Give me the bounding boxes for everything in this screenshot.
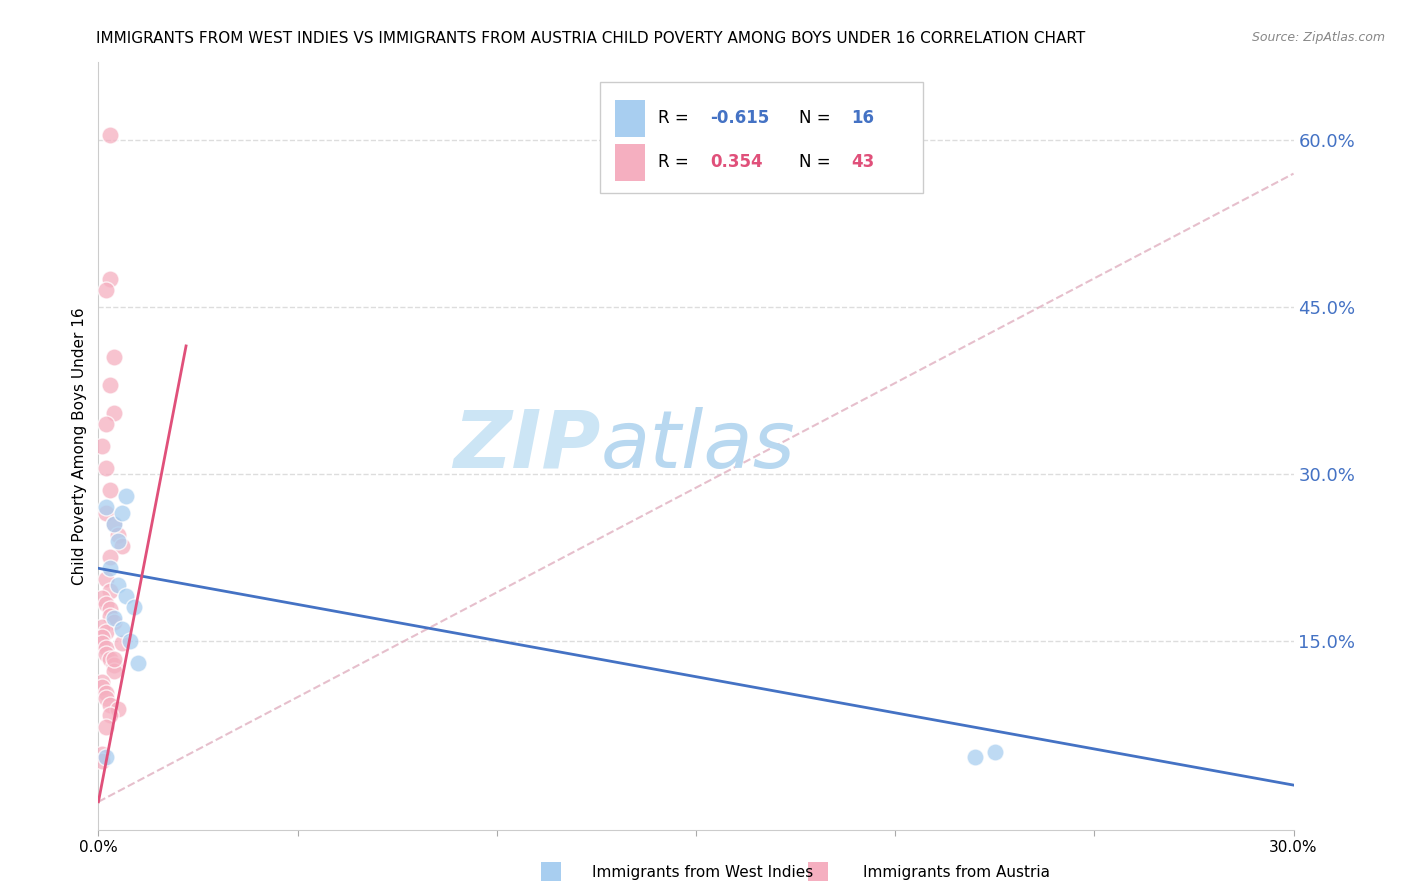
Point [103, 664, 125, 678]
Point [96, 720, 118, 734]
Point [115, 589, 138, 603]
Point [96, 506, 118, 520]
Text: 43: 43 [852, 153, 875, 171]
Point [111, 506, 134, 520]
Point [115, 489, 138, 503]
Point [103, 652, 125, 666]
Point [96, 750, 118, 764]
Point [98, 128, 122, 142]
Point [91, 439, 114, 453]
Point [111, 623, 134, 637]
Point [103, 516, 125, 531]
FancyBboxPatch shape [614, 144, 644, 180]
Point [111, 636, 134, 650]
Point [98, 550, 122, 565]
Point [103, 516, 125, 531]
Text: N =: N = [799, 110, 835, 128]
Point [103, 350, 125, 364]
Point [98, 583, 122, 598]
Text: 16: 16 [852, 110, 875, 128]
Point [127, 656, 149, 670]
FancyBboxPatch shape [600, 81, 922, 193]
Point [107, 533, 129, 548]
Point [96, 641, 118, 656]
Text: Immigrants from Austria: Immigrants from Austria [862, 865, 1050, 880]
Point [984, 745, 1007, 759]
Point [103, 611, 125, 625]
Text: R =: R = [658, 110, 693, 128]
Text: R =: R = [658, 153, 693, 171]
Point [96, 573, 118, 587]
Text: 0.354: 0.354 [710, 153, 763, 171]
Point [91, 591, 114, 606]
Point [96, 417, 118, 431]
Point [98, 483, 122, 498]
Y-axis label: Child Poverty Among Boys Under 16: Child Poverty Among Boys Under 16 [72, 307, 87, 585]
Point [96, 597, 118, 611]
Point [98, 652, 122, 666]
Point [98, 602, 122, 616]
Point [963, 750, 986, 764]
Point [91, 630, 114, 644]
Point [91, 747, 114, 761]
Point [120, 633, 142, 648]
Point [91, 636, 114, 650]
Point [103, 615, 125, 629]
Point [98, 609, 122, 624]
Point [91, 674, 114, 689]
Point [124, 600, 146, 615]
Text: ZIP: ZIP [453, 407, 600, 485]
Point [96, 624, 118, 639]
Point [96, 500, 118, 515]
Text: N =: N = [799, 153, 835, 171]
Point [96, 686, 118, 700]
Point [96, 691, 118, 706]
Point [98, 698, 122, 712]
Point [107, 702, 129, 716]
Text: IMMIGRANTS FROM WEST INDIES VS IMMIGRANTS FROM AUSTRIA CHILD POVERTY AMONG BOYS : IMMIGRANTS FROM WEST INDIES VS IMMIGRANT… [96, 31, 1085, 46]
Text: atlas: atlas [600, 407, 796, 485]
Point [98, 561, 122, 575]
Point [98, 708, 122, 723]
Point [91, 754, 114, 768]
FancyBboxPatch shape [614, 100, 644, 136]
Text: Source: ZipAtlas.com: Source: ZipAtlas.com [1251, 31, 1385, 45]
Point [107, 578, 129, 592]
Point [103, 406, 125, 420]
Point [91, 620, 114, 634]
Point [98, 377, 122, 392]
Point [96, 284, 118, 298]
Point [103, 658, 125, 673]
Text: Immigrants from West Indies: Immigrants from West Indies [592, 865, 814, 880]
Point [111, 539, 134, 553]
Point [96, 461, 118, 475]
Point [98, 272, 122, 286]
Point [107, 528, 129, 542]
Text: -0.615: -0.615 [710, 110, 769, 128]
Point [91, 680, 114, 694]
Point [96, 647, 118, 661]
